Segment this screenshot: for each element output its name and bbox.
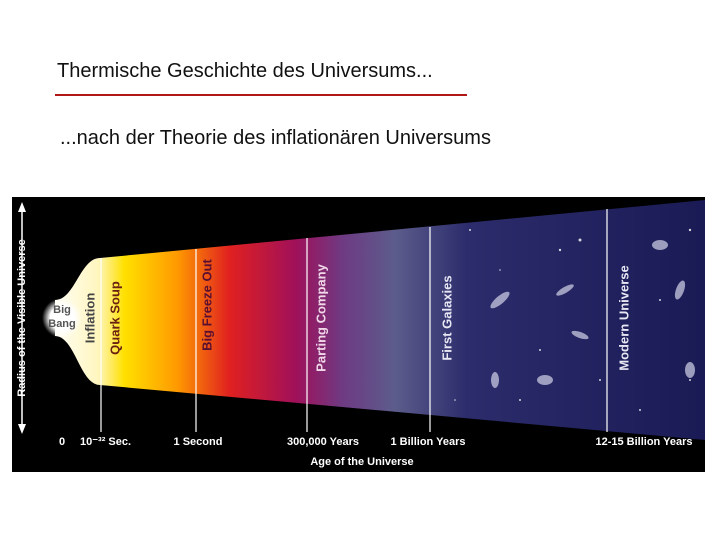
x-axis-label: Age of the Universe xyxy=(310,456,413,468)
title-underline xyxy=(55,94,467,96)
era-dividers xyxy=(100,209,608,432)
era-label: Parting Company xyxy=(313,263,328,371)
era-label: Big Freeze Out xyxy=(199,258,214,350)
time-label: 300,000 Years xyxy=(287,436,359,448)
time-label: 0 xyxy=(59,436,65,448)
slide-title: Thermische Geschichte des Universums... xyxy=(57,60,433,82)
era-label: Quark Soup xyxy=(107,281,122,355)
stars xyxy=(454,228,692,411)
big-bang-label: Big xyxy=(53,304,71,316)
time-label: 10⁻³² Sec. xyxy=(80,436,131,448)
era-label: First Galaxies xyxy=(439,275,454,360)
big-bang-label: Bang xyxy=(48,318,76,330)
era-label: Modern Universe xyxy=(616,265,631,370)
y-axis-label: Radius of the Visible Universe xyxy=(16,239,28,397)
slide-subtitle: ...nach der Theorie des inflationären Un… xyxy=(60,127,491,149)
big-bang xyxy=(42,298,82,338)
galaxies xyxy=(490,240,695,388)
time-label: 12-15 Billion Years xyxy=(595,436,692,448)
era-label: Inflation xyxy=(82,293,97,344)
time-label: 1 Billion Years xyxy=(390,436,465,448)
time-label: 1 Second xyxy=(174,436,223,448)
